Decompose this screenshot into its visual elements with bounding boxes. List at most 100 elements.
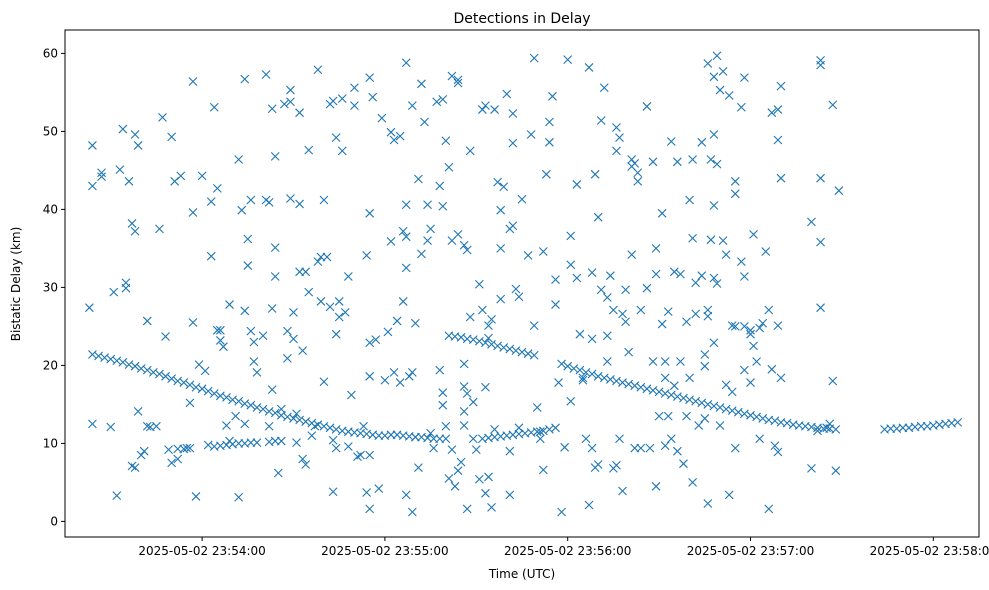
data-point [740, 365, 749, 375]
data-point [155, 224, 164, 234]
data-point [773, 135, 783, 145]
data-point [365, 371, 375, 381]
data-point [672, 446, 682, 456]
data-point [712, 159, 722, 169]
data-point [340, 307, 350, 317]
data-point [642, 283, 652, 293]
data-point [319, 195, 329, 205]
data-point [679, 393, 688, 403]
y-tick-label: 50 [43, 124, 58, 138]
marks-layer [84, 51, 963, 517]
data-point [289, 414, 298, 423]
data-point [453, 75, 463, 85]
data-point [545, 137, 554, 147]
data-point [657, 319, 667, 329]
data-point [828, 376, 838, 386]
x-axis-ticks: 2025-05-02 23:54:00 2025-05-02 23:55:00 20… [138, 537, 989, 558]
data-point [499, 343, 509, 352]
data-point [188, 208, 198, 217]
data-point [551, 300, 560, 309]
data-point [636, 305, 646, 315]
data-point [953, 417, 963, 427]
data-point [240, 419, 250, 429]
data-point [615, 434, 624, 444]
data-point [167, 458, 177, 468]
data-point [179, 378, 189, 387]
data-point [715, 421, 725, 430]
data-point [529, 321, 539, 331]
data-point [298, 454, 308, 464]
data-point [398, 226, 408, 236]
data-point [228, 395, 237, 405]
data-point [624, 347, 634, 357]
data-point [538, 465, 548, 475]
data-point [715, 85, 725, 95]
data-point [505, 344, 515, 354]
data-point [636, 443, 646, 453]
data-point [438, 201, 448, 211]
y-axis-label: Bistatic Delay (km) [9, 227, 23, 342]
data-point [557, 507, 566, 517]
data-point [679, 459, 688, 469]
data-point [301, 267, 311, 277]
data-point [807, 463, 816, 473]
data-point [730, 322, 740, 331]
data-point [651, 481, 661, 491]
data-point [648, 357, 658, 366]
data-point [88, 181, 97, 191]
data-point [566, 260, 576, 270]
data-point [261, 70, 271, 79]
data-point [718, 66, 728, 76]
data-point [663, 411, 673, 421]
data-point [407, 368, 417, 377]
data-point [331, 424, 341, 434]
data-point [496, 244, 506, 253]
data-point [487, 339, 496, 349]
data-point [283, 353, 292, 363]
data-point [688, 478, 698, 487]
data-point [572, 273, 582, 283]
data-point [669, 267, 679, 277]
data-point [237, 205, 247, 215]
data-point [691, 309, 701, 319]
data-point [337, 146, 347, 156]
data-point [365, 338, 375, 348]
data-point [313, 420, 323, 430]
data-point [487, 502, 496, 512]
data-point [709, 201, 719, 210]
data-point [435, 365, 445, 375]
data-point [133, 407, 143, 416]
data-point [142, 316, 152, 326]
data-point [206, 251, 216, 261]
data-point [118, 357, 128, 367]
data-point [508, 221, 518, 231]
data-point [724, 91, 734, 100]
data-point [182, 443, 192, 453]
data-point [365, 504, 375, 514]
data-point [691, 278, 701, 288]
data-point [703, 59, 713, 68]
data-point [474, 336, 484, 346]
data-point [773, 447, 783, 457]
data-point [511, 284, 521, 294]
data-point [249, 357, 259, 366]
data-point [508, 138, 518, 148]
data-point [627, 250, 637, 260]
data-point [368, 92, 378, 102]
data-point [572, 180, 582, 189]
data-point [209, 102, 219, 112]
data-point [508, 109, 518, 118]
data-point [155, 369, 164, 379]
data-point [746, 325, 755, 335]
data-point [97, 172, 106, 182]
data-point [642, 102, 652, 111]
data-point [401, 232, 411, 242]
data-point [161, 371, 170, 381]
data-point [548, 91, 557, 101]
data-point [438, 388, 448, 398]
data-point [313, 65, 323, 75]
data-point [234, 396, 244, 406]
data-point [109, 287, 119, 297]
data-point [706, 235, 716, 245]
data-point [782, 418, 792, 428]
